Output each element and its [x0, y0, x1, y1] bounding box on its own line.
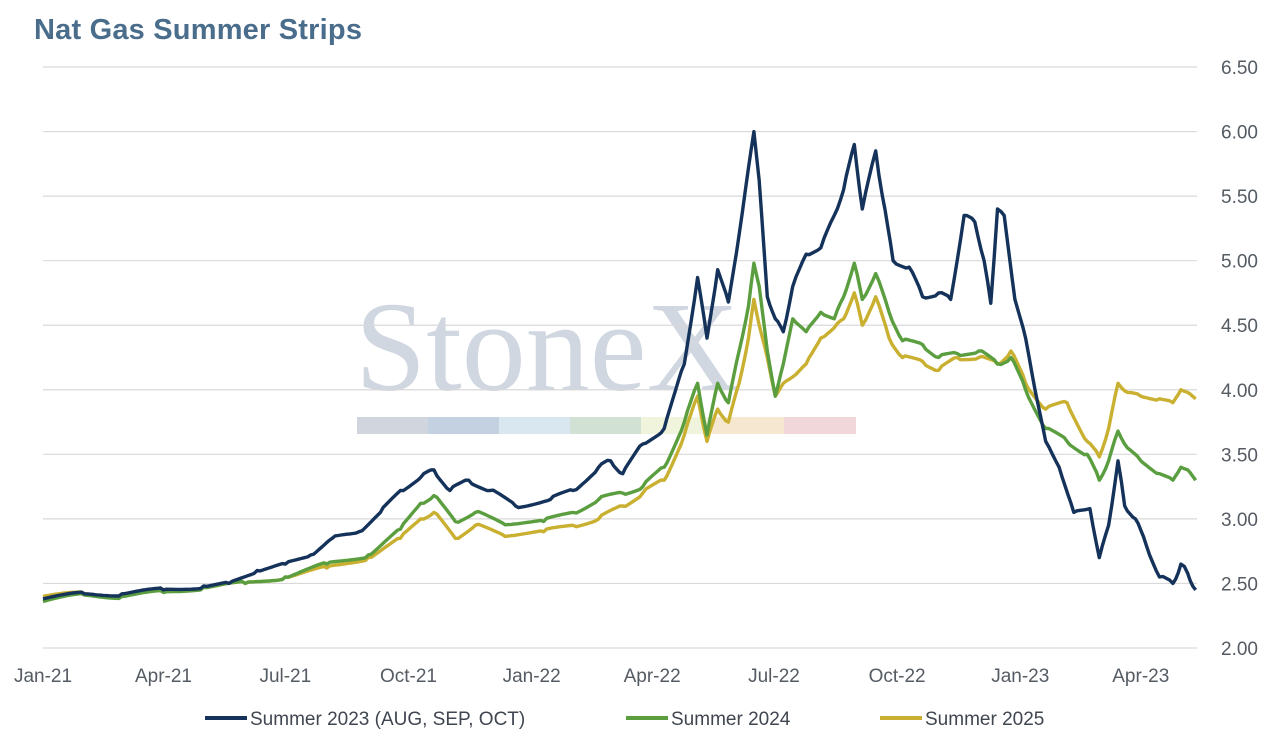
y-tick-label: 3.50 [1221, 445, 1258, 466]
chart-title: Nat Gas Summer Strips [34, 14, 363, 46]
x-tick-label: Jan-23 [991, 666, 1049, 687]
watermark-stripe [499, 417, 570, 434]
watermark-stripe [428, 417, 499, 434]
x-tick-label: Oct-21 [380, 666, 437, 687]
y-tick-label: 2.50 [1221, 574, 1258, 595]
legend-label: Summer 2024 [671, 709, 791, 730]
y-tick-label: 6.00 [1221, 123, 1258, 144]
x-tick-label: Apr-22 [624, 666, 681, 687]
watermark-stripe [784, 417, 856, 434]
x-tick-label: Jul-22 [748, 666, 800, 687]
y-tick-label: 5.00 [1221, 252, 1258, 273]
y-axis-ticks: 2.00 2.50 3.00 3.50 4.00 4.50 5.00 5.50 6.00 6.50 [1221, 58, 1258, 660]
x-tick-label: Apr-23 [1112, 666, 1169, 687]
legend: Summer 2023 (AUG, SEP, OCT) Summer 2024 Su… [205, 709, 1044, 730]
x-axis-ticks: Jan-21 Apr-21 Jul-21 Oct-21 Jan-22 Apr-22 Jul-… [14, 666, 1169, 687]
series-line [42, 129, 1198, 601]
watermark-stripe [357, 417, 428, 434]
y-tick-label: 4.50 [1221, 316, 1258, 337]
y-tick-label: 3.00 [1221, 510, 1258, 531]
stonex-watermark: StoneX [355, 276, 856, 434]
watermark-stripe [641, 417, 712, 434]
x-tick-label: Jan-21 [14, 666, 72, 687]
y-tick-label: 6.50 [1221, 58, 1258, 79]
series-lines [42, 129, 1198, 604]
watermark-text: StoneX [355, 276, 739, 418]
legend-label: Summer 2023 (AUG, SEP, OCT) [250, 709, 525, 730]
x-tick-label: Oct-22 [869, 666, 926, 687]
series-line [42, 261, 1198, 604]
y-tick-label: 5.50 [1221, 187, 1258, 208]
watermark-stripe [570, 417, 641, 434]
y-tick-label: 4.00 [1221, 381, 1258, 402]
x-tick-label: Jan-22 [503, 666, 561, 687]
legend-label: Summer 2025 [925, 709, 1044, 730]
x-tick-label: Apr-21 [135, 666, 192, 687]
gridlines [43, 66, 1197, 649]
y-tick-label: 2.00 [1221, 639, 1258, 660]
x-tick-label: Jul-21 [259, 666, 311, 687]
